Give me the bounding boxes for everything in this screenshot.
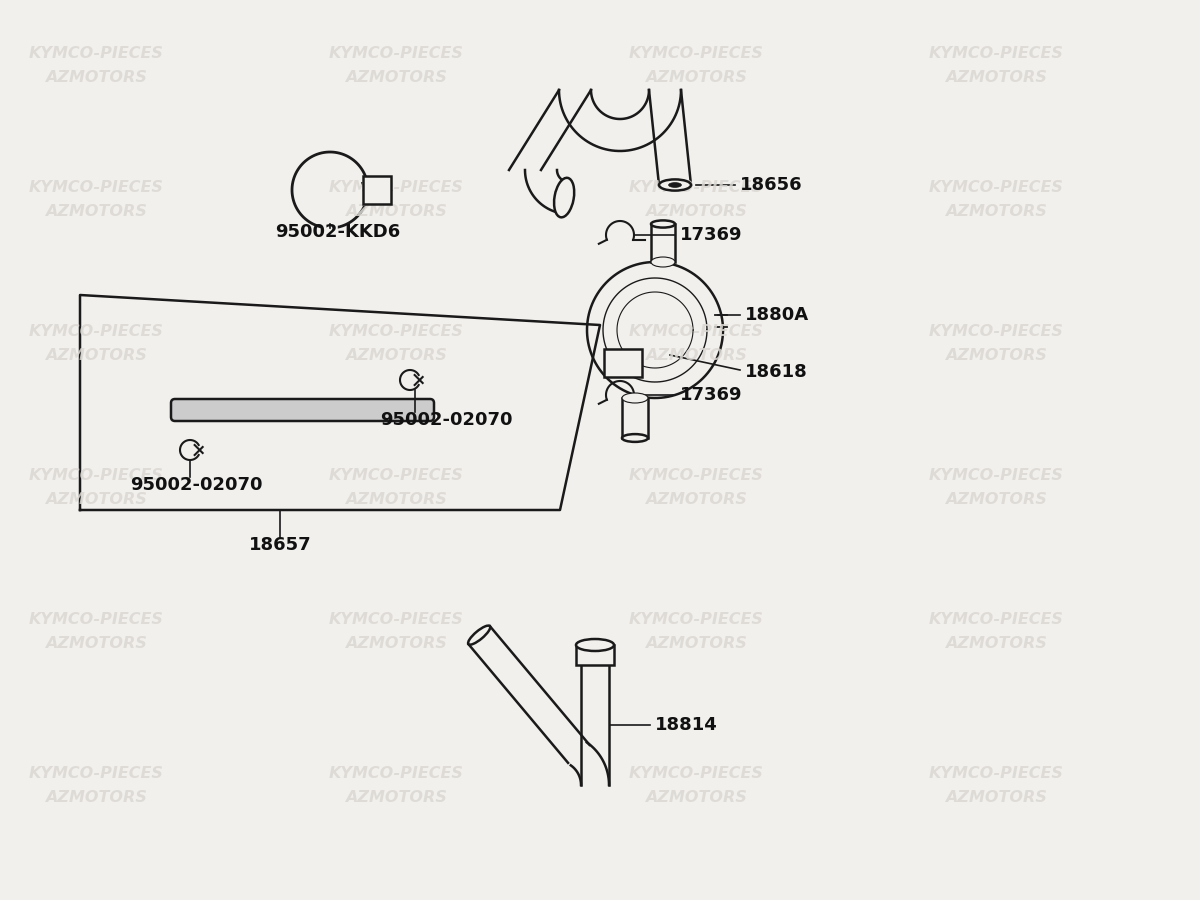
- Text: KYMCO-PIECES: KYMCO-PIECES: [29, 46, 163, 60]
- Text: KYMCO-PIECES: KYMCO-PIECES: [929, 469, 1063, 483]
- Text: AZMOTORS: AZMOTORS: [646, 492, 746, 508]
- Text: AZMOTORS: AZMOTORS: [946, 204, 1046, 220]
- Text: KYMCO-PIECES: KYMCO-PIECES: [329, 325, 463, 339]
- Text: KYMCO-PIECES: KYMCO-PIECES: [629, 46, 763, 60]
- Text: AZMOTORS: AZMOTORS: [646, 348, 746, 364]
- Text: KYMCO-PIECES: KYMCO-PIECES: [29, 766, 163, 780]
- Text: KYMCO-PIECES: KYMCO-PIECES: [29, 469, 163, 483]
- Text: AZMOTORS: AZMOTORS: [46, 348, 146, 364]
- Text: KYMCO-PIECES: KYMCO-PIECES: [329, 46, 463, 60]
- Ellipse shape: [622, 393, 648, 403]
- Text: 17369: 17369: [680, 386, 743, 404]
- Text: AZMOTORS: AZMOTORS: [346, 204, 446, 220]
- Text: KYMCO-PIECES: KYMCO-PIECES: [929, 325, 1063, 339]
- Bar: [364, 176, 391, 204]
- Text: KYMCO-PIECES: KYMCO-PIECES: [629, 181, 763, 195]
- Text: AZMOTORS: AZMOTORS: [346, 636, 446, 652]
- Text: KYMCO-PIECES: KYMCO-PIECES: [929, 613, 1063, 627]
- Text: KYMCO-PIECES: KYMCO-PIECES: [629, 613, 763, 627]
- Text: 95002-KKD6: 95002-KKD6: [275, 223, 401, 241]
- Bar: [576, 645, 614, 665]
- Ellipse shape: [650, 220, 674, 228]
- Text: 95002-02070: 95002-02070: [130, 476, 263, 494]
- Text: KYMCO-PIECES: KYMCO-PIECES: [629, 325, 763, 339]
- Text: 18656: 18656: [740, 176, 803, 194]
- Text: 17369: 17369: [680, 226, 743, 244]
- Text: AZMOTORS: AZMOTORS: [346, 348, 446, 364]
- FancyBboxPatch shape: [172, 399, 434, 421]
- Text: KYMCO-PIECES: KYMCO-PIECES: [329, 469, 463, 483]
- Ellipse shape: [576, 639, 614, 651]
- Ellipse shape: [650, 257, 674, 267]
- Text: AZMOTORS: AZMOTORS: [646, 204, 746, 220]
- Text: KYMCO-PIECES: KYMCO-PIECES: [929, 766, 1063, 780]
- Text: AZMOTORS: AZMOTORS: [946, 636, 1046, 652]
- Text: AZMOTORS: AZMOTORS: [46, 69, 146, 85]
- Text: KYMCO-PIECES: KYMCO-PIECES: [629, 469, 763, 483]
- Text: AZMOTORS: AZMOTORS: [46, 204, 146, 220]
- Text: AZMOTORS: AZMOTORS: [346, 69, 446, 85]
- Text: KYMCO-PIECES: KYMCO-PIECES: [329, 766, 463, 780]
- Text: KYMCO-PIECES: KYMCO-PIECES: [929, 46, 1063, 60]
- Ellipse shape: [622, 434, 648, 442]
- Text: AZMOTORS: AZMOTORS: [346, 492, 446, 508]
- Ellipse shape: [468, 626, 491, 644]
- Text: AZMOTORS: AZMOTORS: [946, 789, 1046, 805]
- Text: KYMCO-PIECES: KYMCO-PIECES: [29, 613, 163, 627]
- Text: AZMOTORS: AZMOTORS: [946, 492, 1046, 508]
- Ellipse shape: [554, 178, 575, 217]
- Text: AZMOTORS: AZMOTORS: [46, 636, 146, 652]
- Text: KYMCO-PIECES: KYMCO-PIECES: [329, 613, 463, 627]
- Text: AZMOTORS: AZMOTORS: [946, 348, 1046, 364]
- Text: KYMCO-PIECES: KYMCO-PIECES: [29, 181, 163, 195]
- Text: KYMCO-PIECES: KYMCO-PIECES: [929, 181, 1063, 195]
- Ellipse shape: [581, 641, 610, 649]
- Text: 1880A: 1880A: [745, 306, 809, 324]
- Text: 18618: 18618: [745, 363, 808, 381]
- Text: KYMCO-PIECES: KYMCO-PIECES: [629, 766, 763, 780]
- Text: AZMOTORS: AZMOTORS: [346, 789, 446, 805]
- Text: KYMCO-PIECES: KYMCO-PIECES: [329, 181, 463, 195]
- Text: AZMOTORS: AZMOTORS: [946, 69, 1046, 85]
- Text: AZMOTORS: AZMOTORS: [646, 69, 746, 85]
- Text: 95002-02070: 95002-02070: [380, 411, 512, 429]
- Text: 18814: 18814: [655, 716, 718, 734]
- Text: 18657: 18657: [248, 536, 311, 554]
- Text: AZMOTORS: AZMOTORS: [46, 789, 146, 805]
- Ellipse shape: [659, 179, 691, 191]
- Text: AZMOTORS: AZMOTORS: [46, 492, 146, 508]
- Ellipse shape: [668, 183, 682, 187]
- Bar: [604, 349, 642, 377]
- Text: AZMOTORS: AZMOTORS: [646, 636, 746, 652]
- Text: AZMOTORS: AZMOTORS: [646, 789, 746, 805]
- Text: KYMCO-PIECES: KYMCO-PIECES: [29, 325, 163, 339]
